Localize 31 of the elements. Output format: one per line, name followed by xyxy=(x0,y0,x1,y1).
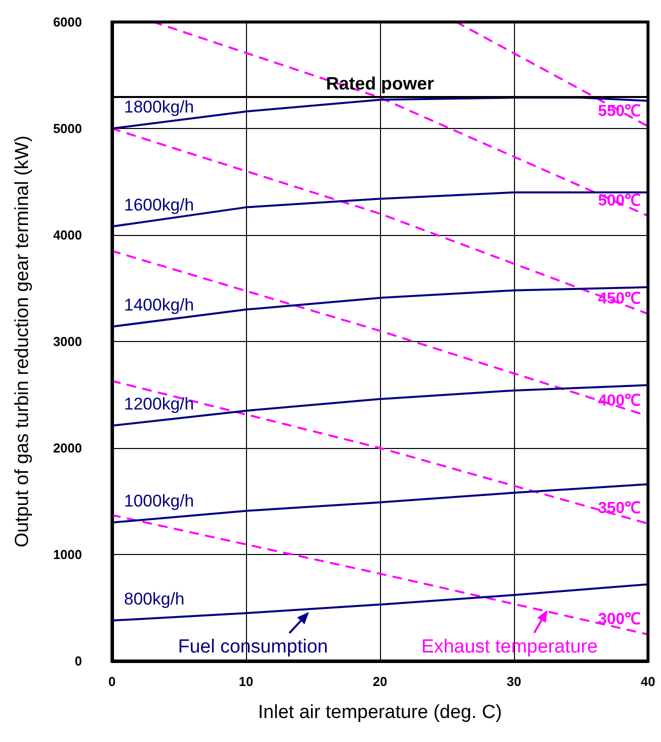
series-label: 550℃ xyxy=(598,102,641,120)
y-tick-label: 3000 xyxy=(53,334,82,349)
y-axis-title: Output of gas turbin reduction gear terminal (kW) xyxy=(12,136,33,548)
line-series xyxy=(111,286,649,328)
y-tick-label: 0 xyxy=(74,654,82,668)
line-series xyxy=(111,483,649,524)
series-label: 350℃ xyxy=(598,500,641,518)
series-label: 1600kg/h xyxy=(124,195,194,214)
y-tick-label: 5000 xyxy=(53,121,82,136)
ref-line-label: Rated power xyxy=(326,74,434,94)
series-label: 1800kg/h xyxy=(124,98,194,116)
x-tick-label: 20 xyxy=(372,674,388,689)
y-tick-label: 2000 xyxy=(53,440,82,456)
series-label: 400℃ xyxy=(598,392,641,410)
x-tick-label: 40 xyxy=(640,674,656,689)
series-label: 1000kg/h xyxy=(124,492,194,511)
line-series xyxy=(111,384,649,427)
series-label: 1200kg/h xyxy=(124,394,194,414)
y-tick-label: 6000 xyxy=(53,14,82,30)
series-label: 800kg/h xyxy=(124,590,184,609)
line-series xyxy=(111,191,649,228)
x-tick-label: 0 xyxy=(108,674,116,689)
series-label: 1400kg/h xyxy=(124,296,194,315)
y-tick-label: 4000 xyxy=(53,228,82,242)
series-label: 300℃ xyxy=(598,610,641,628)
line-series xyxy=(111,96,649,130)
x-tick-label: 10 xyxy=(238,674,254,689)
series-label: 450℃ xyxy=(598,290,641,308)
x-tick-label: 30 xyxy=(506,674,522,689)
y-tick-label: 1000 xyxy=(53,547,82,562)
x-axis-title: Inlet air temperature (deg. C) xyxy=(258,702,502,723)
